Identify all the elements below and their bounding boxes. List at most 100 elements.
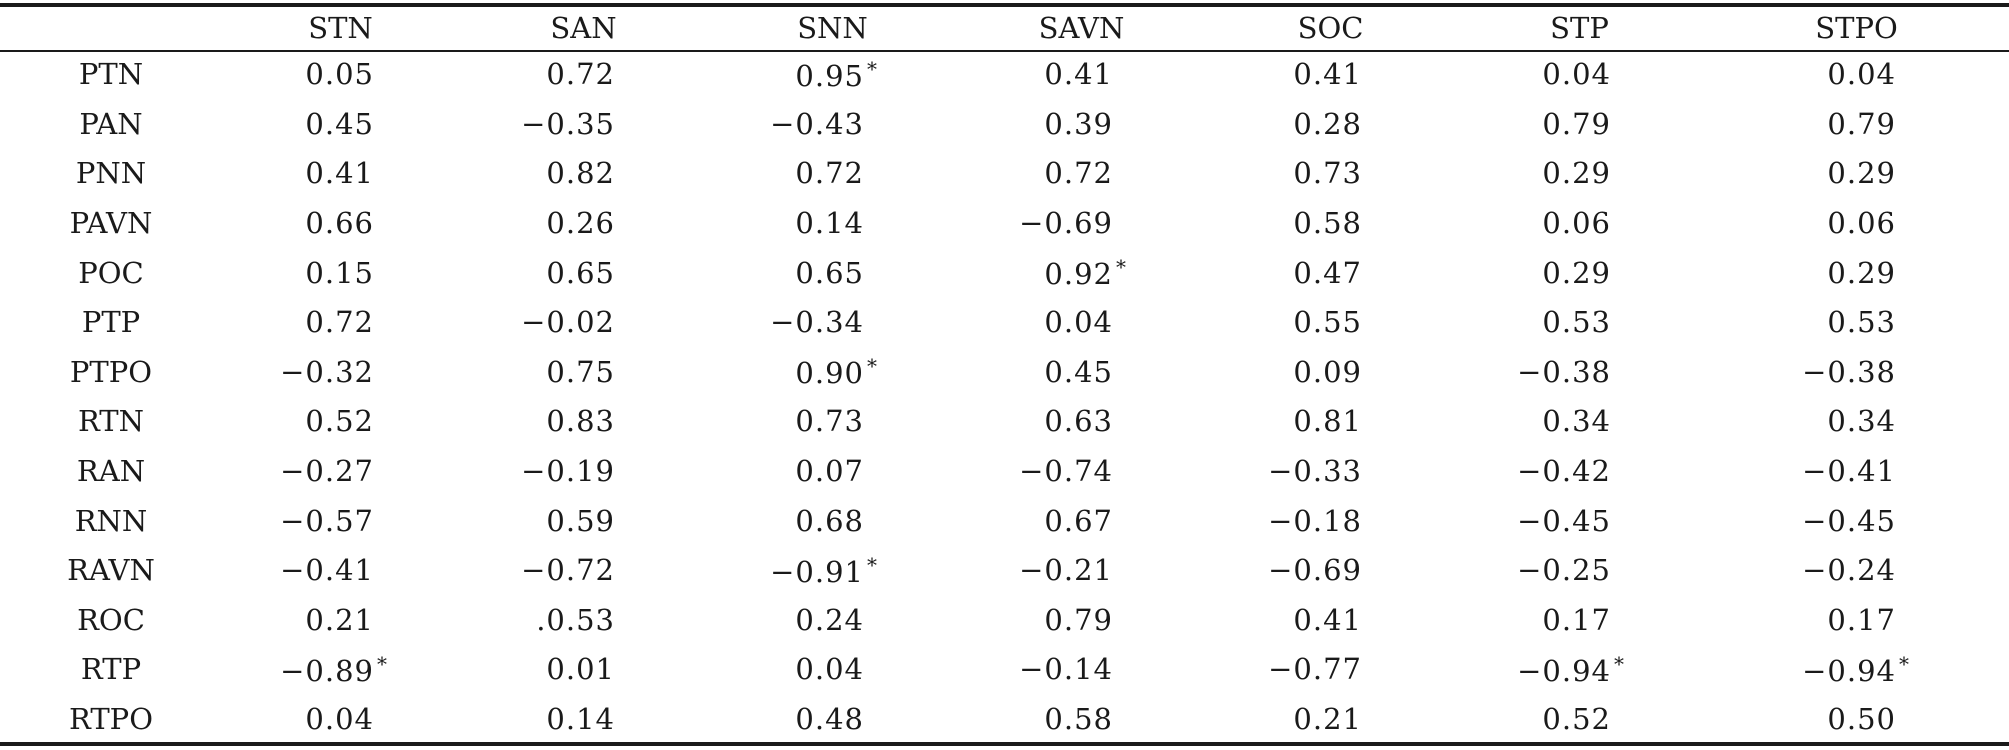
cell-value: 0.45	[305, 106, 374, 141]
row-label: RTP	[80, 652, 142, 687]
cell-value: −0.27	[280, 454, 374, 489]
row-label: POC	[78, 255, 144, 290]
column-header: SAN	[550, 11, 617, 45]
table-cell: −0.41	[1704, 447, 2009, 497]
cell-value: 0.01	[546, 652, 615, 687]
table-cell: 0.58	[957, 695, 1206, 745]
table-cell: 0.73	[1206, 149, 1455, 199]
cell-value: −0.69	[1019, 206, 1113, 241]
table-top-rule	[0, 3, 2009, 7]
table-cell: 0.04	[708, 645, 957, 695]
cell-value: 0.79	[1542, 106, 1611, 141]
table-row: RTPO 0.04 0.14 0.48 0.58 0.21 0.52 0.50	[0, 695, 2009, 745]
column-header	[0, 7, 222, 50]
table-cell: −0.45	[1704, 496, 2009, 546]
cell-value: −0.72	[521, 553, 615, 588]
table-row: POC 0.15 0.65 0.65 0.92 * 0.47 0.29 0.29	[0, 248, 2009, 298]
cell-value: 0.26	[546, 206, 615, 241]
significance-mark: *	[867, 552, 877, 577]
cell-value: −0.45	[1517, 503, 1611, 538]
cell-value: 0.72	[305, 305, 374, 340]
cell-value: −0.74	[1019, 454, 1113, 489]
table-cell: 0.65	[708, 248, 957, 298]
cell-value: 0.41	[1293, 602, 1362, 637]
significance-mark: *	[867, 354, 877, 379]
cell-value: −0.34	[770, 305, 864, 340]
table-cell: −0.21	[957, 546, 1206, 596]
table-cell: −0.69	[1206, 546, 1455, 596]
cell-value: 0.75	[546, 354, 615, 389]
cell-value: .0.53	[536, 602, 615, 637]
significance-mark: *	[867, 56, 877, 81]
cell-value: 0.28	[1293, 106, 1362, 141]
table-cell: 0.66	[222, 199, 459, 249]
column-header: SNN	[797, 11, 868, 45]
cell-value: 0.47	[1293, 255, 1362, 290]
cell-value: −0.33	[1268, 454, 1362, 489]
table-cell: 0.45	[957, 348, 1206, 398]
cell-value: −0.25	[1517, 553, 1611, 588]
cell-value: −0.43	[770, 106, 864, 141]
row-label: PTP	[81, 305, 141, 340]
table-cell: 0.52	[222, 397, 459, 447]
cell-value: −0.38	[1517, 354, 1611, 389]
cell-value: 0.52	[1542, 702, 1611, 737]
cell-value: −0.24	[1802, 553, 1896, 588]
cell-value: 0.21	[305, 602, 374, 637]
table-row: PNN 0.41 0.82 0.72 0.72 0.73 0.29 0.29	[0, 149, 2009, 199]
cell-value: 0.04	[795, 652, 864, 687]
table-cell: 0.04	[957, 298, 1206, 348]
cell-value: 0.52	[305, 404, 374, 439]
table-cell: 0.01	[459, 645, 708, 695]
table-cell: −0.91 *	[708, 546, 957, 596]
cell-value: 0.73	[795, 404, 864, 439]
cell-value: 0.29	[1827, 255, 1896, 290]
cell-value: 0.58	[1293, 206, 1362, 241]
table-header-row: STN SAN SNN SAVN SOC STP STPO	[0, 7, 2009, 50]
cell-value: −0.21	[1019, 553, 1113, 588]
table-cell: −0.43	[708, 100, 957, 150]
cell-value: 0.66	[305, 206, 374, 241]
cell-value: −0.35	[521, 106, 615, 141]
cell-value: −0.94	[1517, 653, 1611, 688]
cell-value: 0.41	[305, 156, 374, 191]
significance-mark: *	[1614, 651, 1624, 676]
table-cell: 0.72	[222, 298, 459, 348]
cell-value: 0.05	[305, 57, 374, 92]
table-cell: 0.04	[1704, 50, 2009, 100]
cell-value: −0.91	[770, 554, 864, 589]
cell-value: 0.79	[1044, 602, 1113, 637]
cell-value: 0.39	[1044, 106, 1113, 141]
table-cell: −0.33	[1206, 447, 1455, 497]
cell-value: 0.63	[1044, 404, 1113, 439]
table-cell: 0.34	[1704, 397, 2009, 447]
cell-value: 0.48	[795, 702, 864, 737]
table-cell: 0.52	[1455, 695, 1704, 745]
significance-mark: *	[377, 651, 387, 676]
cell-value: 0.04	[1827, 57, 1896, 92]
row-label: PAVN	[69, 206, 153, 241]
row-label: RAN	[76, 454, 146, 489]
table-cell: 0.04	[1455, 50, 1704, 100]
cell-value: 0.58	[1044, 702, 1113, 737]
column-header: STP	[1550, 11, 1609, 45]
cell-value: 0.73	[1293, 156, 1362, 191]
cell-value: 0.24	[795, 602, 864, 637]
cell-value: 0.83	[546, 404, 615, 439]
column-header: SAVN	[1038, 11, 1125, 45]
table-cell: 0.28	[1206, 100, 1455, 150]
row-label: PTN	[78, 57, 144, 92]
table-row: PTP 0.72 −0.02 −0.34 0.04 0.55 0.53 0.53	[0, 298, 2009, 348]
cell-value: −0.32	[280, 354, 374, 389]
cell-value: 0.95	[795, 58, 864, 93]
cell-value: 0.17	[1542, 602, 1611, 637]
significance-mark: *	[1116, 255, 1126, 280]
cell-value: 0.29	[1827, 156, 1896, 191]
table-cell: −0.42	[1455, 447, 1704, 497]
cell-value: 0.79	[1827, 106, 1896, 141]
cell-value: 0.92	[1044, 257, 1113, 292]
cell-value: 0.53	[1542, 305, 1611, 340]
cell-value: 0.06	[1827, 206, 1896, 241]
table-body: PTN 0.05 0.72 0.95 * 0.41 0.41 0.04 0.04 PAN 0.45−…	[0, 50, 2009, 744]
table-cell: 0.79	[1704, 100, 2009, 150]
